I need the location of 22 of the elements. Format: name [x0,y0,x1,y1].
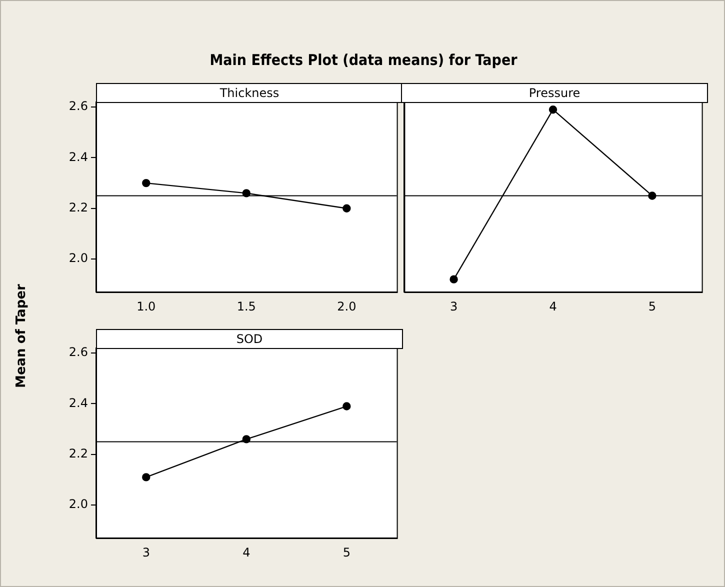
y-tick-label: 2.4 [68,150,88,164]
y-tick-label: 2.0 [68,497,88,512]
x-tick-label: 2.0 [337,299,356,314]
y-tick-label: 2.0 [68,251,88,266]
x-axis-title: Pressure [401,83,708,103]
x-tick-label: 4 [242,545,250,560]
y-axis-title: Mean of Taper [14,283,30,390]
x-tick-label: 1.0 [136,299,156,314]
chart-title: Main Effects Plot (data means) for Taper [208,51,518,69]
x-tick-label: 3 [450,299,458,314]
x-tick-label: 5 [648,299,656,314]
y-tick-label: 2.6 [68,99,88,114]
x-tick-label: 5 [342,545,350,560]
x-tick-label: 4 [549,299,557,314]
y-tick-label: 2.4 [68,396,88,410]
x-axis-title: Thickness [96,83,403,103]
y-tick-label: 2.2 [68,446,88,461]
x-axis-title: SOD [96,329,403,349]
y-tick-label: 2.6 [68,345,88,360]
y-tick-label: 2.2 [68,200,88,215]
x-tick-label: 3 [142,545,150,560]
x-tick-label: 1.5 [236,299,256,314]
